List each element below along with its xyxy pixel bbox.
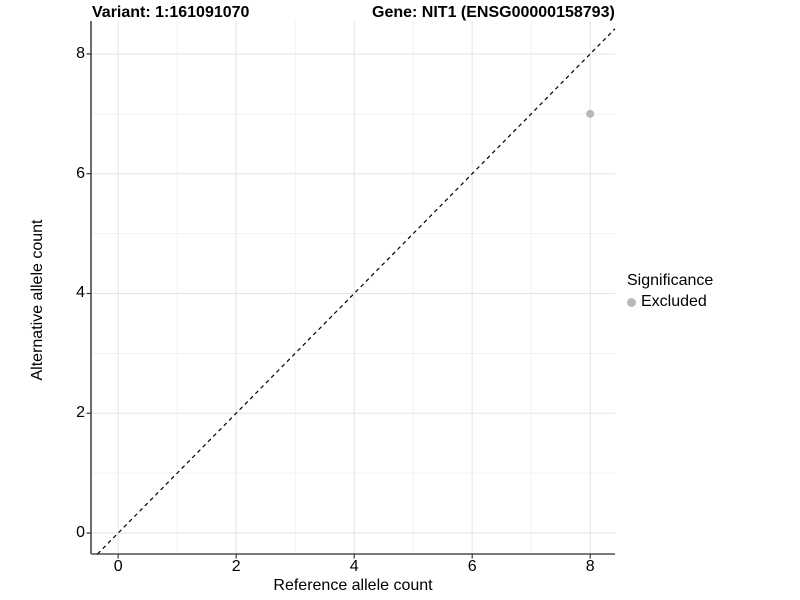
y-tick-label: 8 — [76, 44, 85, 62]
x-tick-label: 8 — [585, 558, 595, 575]
legend-key-dot-icon — [627, 297, 636, 307]
x-tick-label: 0 — [113, 558, 123, 575]
legend-title: Significance — [627, 272, 714, 289]
x-tick-label: 4 — [349, 558, 359, 575]
x-tick-label: 2 — [231, 558, 241, 575]
plot-title-variant: Variant: 1:161091070 — [92, 4, 250, 21]
y-tick-label: 2 — [76, 404, 85, 422]
legend-item-excluded: Excluded — [627, 293, 713, 311]
x-tick-label: 6 — [467, 558, 477, 575]
legend-item-label: Excluded — [641, 293, 707, 310]
data-point — [586, 109, 595, 118]
legend: Significance Excluded — [627, 272, 713, 311]
plot-title-gene: Gene: NIT1 (ENSG00000158793) — [372, 4, 615, 21]
y-axis-title: Alternative allele count — [29, 219, 46, 381]
x-axis-title: Reference allele count — [273, 577, 433, 594]
identity-line — [97, 28, 616, 555]
y-tick-label: 0 — [76, 524, 85, 542]
y-tick-label: 6 — [76, 164, 85, 182]
y-tick-label: 4 — [76, 284, 85, 302]
